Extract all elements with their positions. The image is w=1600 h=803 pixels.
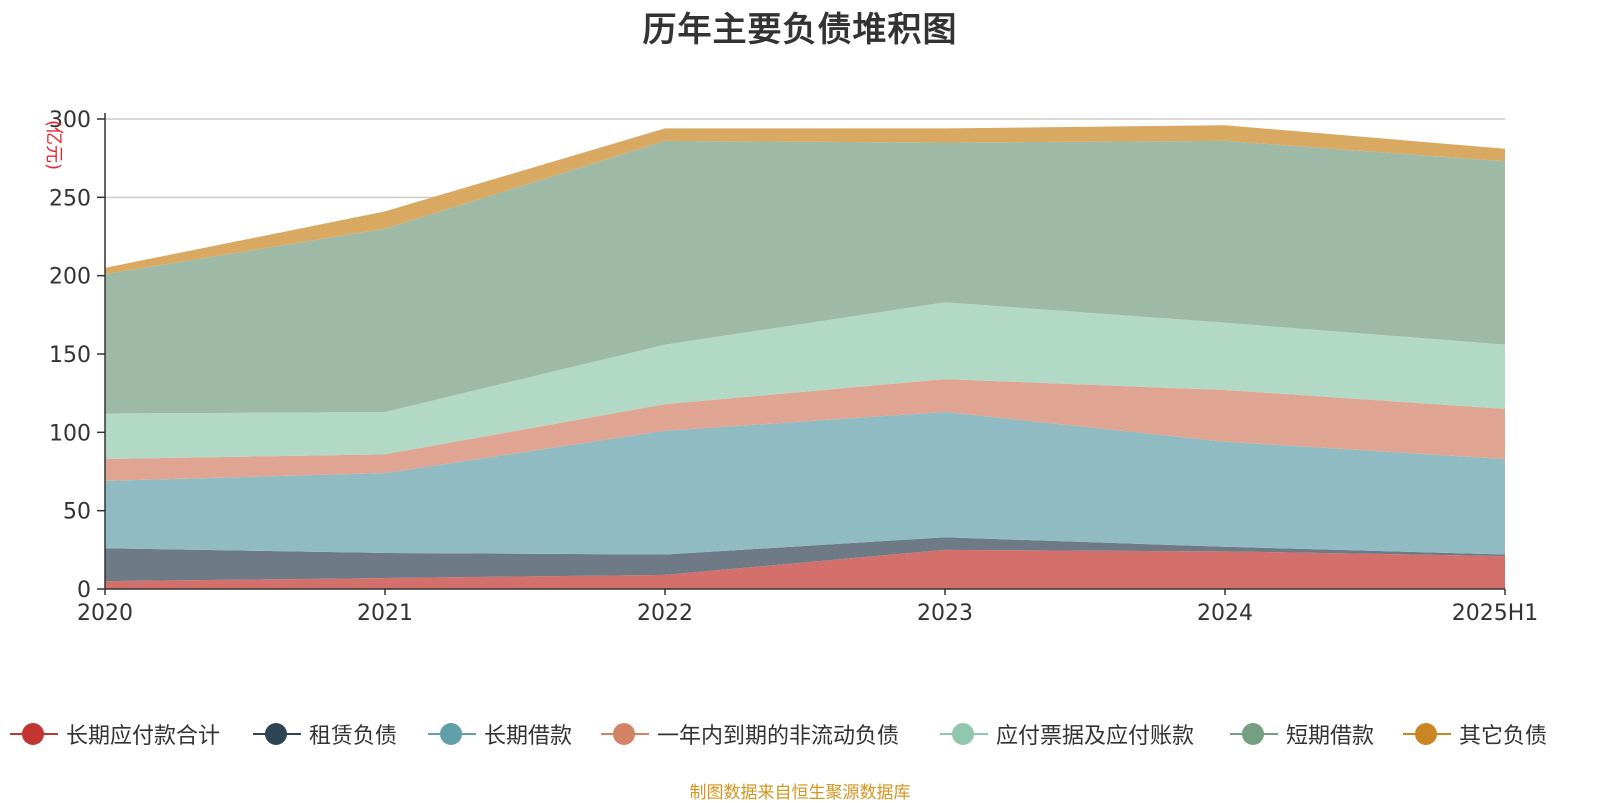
- series-area-5: [105, 140, 1505, 414]
- axes: [104, 113, 1505, 590]
- legend-label: 租赁负债: [309, 724, 398, 749]
- legend-label: 长期应付款合计: [66, 724, 221, 749]
- legend-item[interactable]: 短期借款: [1230, 716, 1374, 752]
- x-tick-label: 2024: [1197, 601, 1253, 626]
- y-axis-ticks: 0 50 100 150 200 250 300: [49, 108, 105, 603]
- legend-marker-icon: [1230, 722, 1278, 746]
- legend-label: 长期借款: [484, 724, 573, 749]
- legend-item[interactable]: 一年内到期的非流动负债: [601, 716, 899, 752]
- legend-item[interactable]: 长期应付款合计: [10, 716, 220, 752]
- y-axis-unit-label: (亿元): [43, 120, 64, 170]
- series-area-1: [105, 537, 1505, 582]
- x-tick-label: 2020: [77, 601, 133, 626]
- y-tick-label: 100: [49, 421, 91, 446]
- legend-item[interactable]: 其它负债: [1403, 716, 1547, 752]
- legend-label: 其它负债: [1459, 724, 1548, 749]
- series-area-4: [105, 302, 1505, 459]
- legend-label: 一年内到期的非流动负债: [657, 724, 900, 749]
- data-source-note: 制图数据来自恒生聚源数据库: [689, 783, 911, 803]
- series-area-0: [105, 549, 1505, 589]
- legend: 长期应付款合计 租赁负债 长期借款 一年内到期的非流动负债 应付票据及应付账款 短期借款 其…: [0, 716, 1600, 756]
- chart-title: 历年主要负债堆积图: [642, 10, 958, 50]
- legend-marker-icon: [601, 722, 649, 746]
- legend-marker-icon: [428, 722, 476, 746]
- y-tick-label: 0: [77, 578, 91, 603]
- x-tick-label: 2023: [917, 601, 973, 626]
- y-tick-label: 300: [49, 108, 91, 133]
- series-areas: [105, 125, 1505, 589]
- y-tick-label: 50: [63, 500, 91, 525]
- legend-marker-icon: [253, 722, 301, 746]
- series-area-2: [105, 411, 1505, 555]
- y-tick-label: 250: [49, 186, 91, 211]
- series-area-3: [105, 379, 1505, 481]
- x-tick-label: 2025H1: [1452, 601, 1539, 626]
- y-tick-label: 200: [49, 265, 91, 290]
- x-tick-label: 2021: [357, 601, 413, 626]
- legend-item[interactable]: 租赁负债: [253, 716, 397, 752]
- x-tick-label: 2022: [637, 601, 693, 626]
- legend-marker-icon: [940, 722, 988, 746]
- legend-marker-icon: [10, 722, 58, 746]
- legend-label: 应付票据及应付账款: [996, 724, 1195, 749]
- legend-label: 短期借款: [1286, 724, 1375, 749]
- legend-item[interactable]: 应付票据及应付账款: [940, 716, 1194, 752]
- series-area-6: [105, 125, 1505, 275]
- y-tick-label: 150: [49, 343, 91, 368]
- x-axis-ticks: 2020 2021 2022 2023 2024 2025H1: [77, 589, 1538, 626]
- legend-item[interactable]: 长期借款: [428, 716, 572, 752]
- legend-marker-icon: [1403, 722, 1451, 746]
